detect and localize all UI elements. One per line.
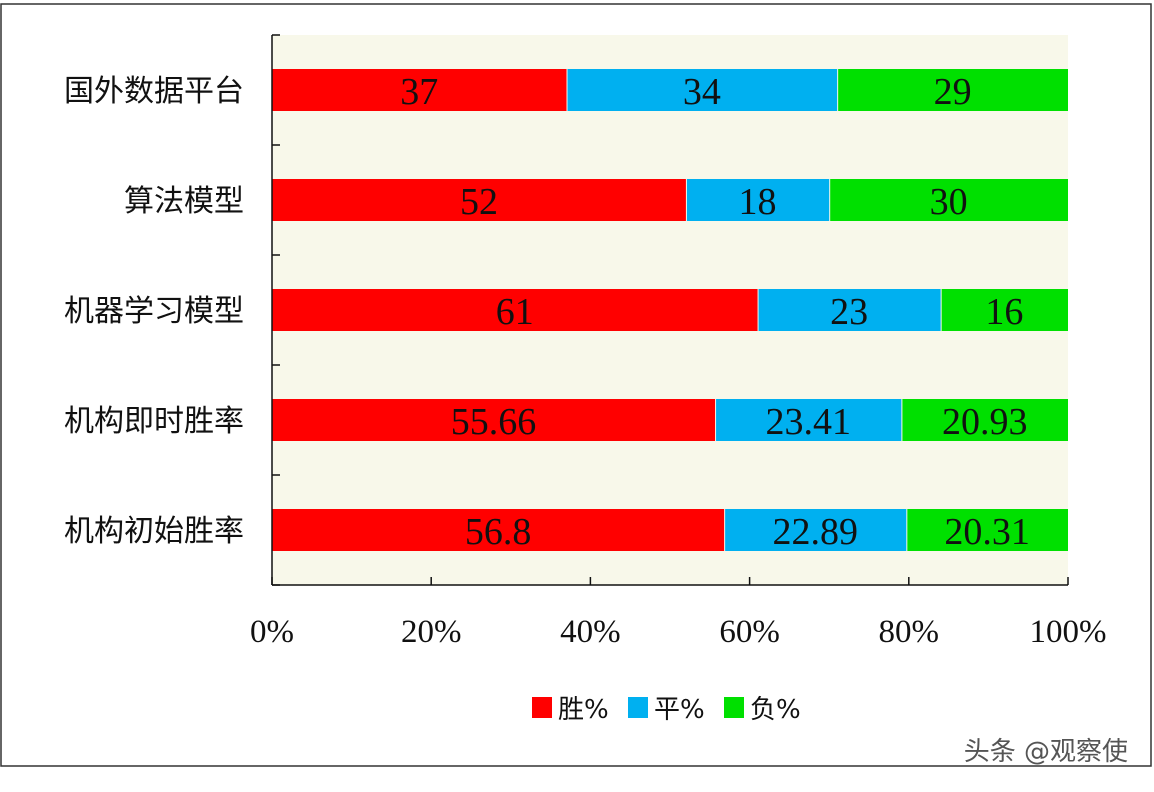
data-label: 23 bbox=[830, 291, 868, 333]
x-tick-label: 0% bbox=[250, 614, 294, 650]
data-label: 37 bbox=[400, 71, 438, 113]
category-label: 机构初始胜率 bbox=[64, 514, 244, 549]
x-tick-labels: 0% 20% 40% 60% 80% 100% bbox=[250, 614, 1107, 650]
bar-segment bbox=[725, 509, 907, 551]
data-label: 20.93 bbox=[942, 401, 1028, 443]
watermark-text: 头条 @观察使 bbox=[964, 737, 1128, 767]
bar-segment bbox=[907, 509, 1068, 551]
x-tick-label: 20% bbox=[401, 614, 462, 650]
data-label: 34 bbox=[683, 71, 721, 113]
x-tick-label: 40% bbox=[560, 614, 621, 650]
data-label: 16 bbox=[985, 291, 1023, 333]
bar-segment bbox=[272, 69, 567, 111]
data-label: 18 bbox=[739, 181, 777, 223]
data-label: 23.41 bbox=[765, 401, 851, 443]
legend-swatch bbox=[532, 697, 552, 718]
bar-segment bbox=[902, 399, 1068, 441]
axes-group bbox=[271, 34, 1069, 586]
x-tick-label: 80% bbox=[879, 614, 940, 650]
bar-segment bbox=[830, 179, 1068, 221]
bar-segment bbox=[272, 399, 716, 441]
bars-group: 37 34 29 52 18 30 61 23 16 55.66 23.41 20.93 56.8 22.… bbox=[272, 69, 1068, 553]
bar-segment bbox=[758, 289, 941, 331]
bar-segment bbox=[272, 179, 686, 221]
data-label: 55.66 bbox=[451, 401, 537, 443]
legend: 胜% 平% 负% bbox=[532, 695, 801, 725]
category-label: 国外数据平台 bbox=[64, 74, 244, 109]
bar-segment bbox=[567, 69, 838, 111]
bar-segment bbox=[272, 509, 725, 551]
x-tick-label: 60% bbox=[719, 614, 780, 650]
data-label: 29 bbox=[934, 71, 972, 113]
bar-segment bbox=[716, 399, 902, 441]
bar-segment bbox=[941, 289, 1068, 331]
legend-swatch bbox=[628, 697, 648, 718]
data-label: 56.8 bbox=[465, 511, 532, 553]
bar-segment bbox=[272, 289, 758, 331]
category-label: 机器学习模型 bbox=[64, 294, 244, 329]
legend-label: 负% bbox=[750, 695, 801, 725]
bar-segment bbox=[838, 69, 1068, 111]
legend-label: 平% bbox=[654, 695, 705, 725]
x-tick-label: 100% bbox=[1030, 614, 1107, 650]
data-label: 30 bbox=[930, 181, 968, 223]
category-label: 机构即时胜率 bbox=[64, 404, 244, 439]
data-label: 22.89 bbox=[772, 511, 858, 553]
legend-label: 胜% bbox=[558, 695, 609, 725]
data-label: 52 bbox=[460, 181, 498, 223]
category-label: 算法模型 bbox=[124, 184, 244, 219]
data-label: 61 bbox=[496, 291, 534, 333]
bar-segment bbox=[686, 179, 830, 221]
legend-swatch bbox=[724, 697, 744, 718]
data-label: 20.31 bbox=[944, 511, 1030, 553]
